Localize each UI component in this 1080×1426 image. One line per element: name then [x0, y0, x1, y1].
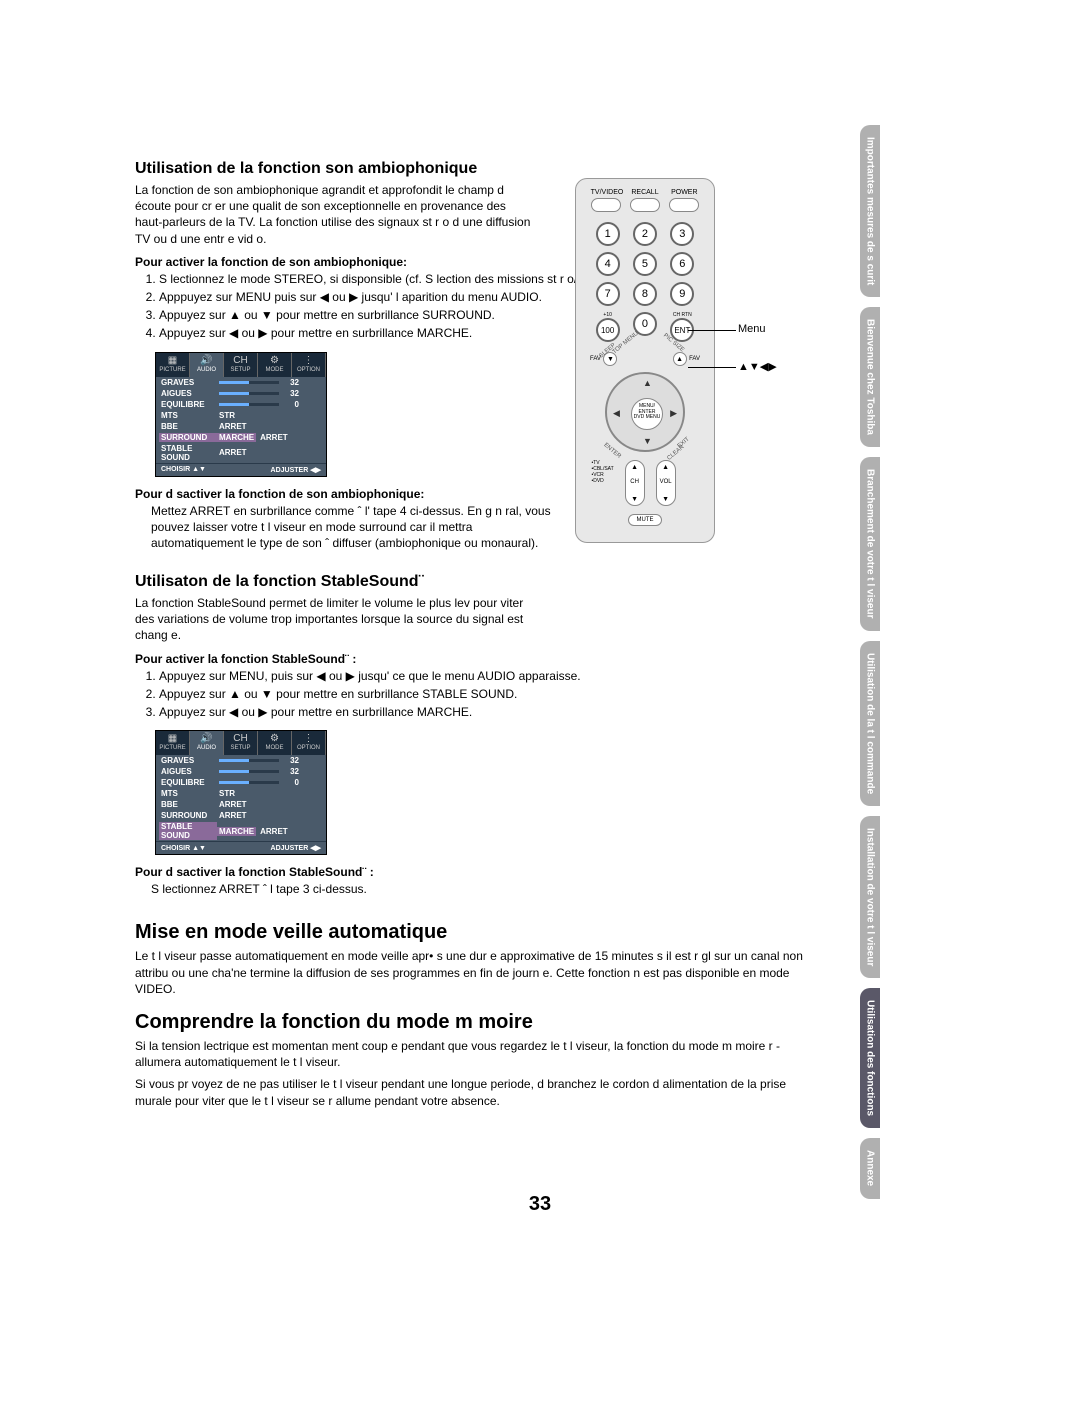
osd-row: EQUILIBRE0 — [156, 399, 326, 410]
num-4-button[interactable]: 4 — [596, 252, 620, 276]
list-item: Appuyez sur ▲ ou ▼ pour mettre en surbri… — [159, 307, 835, 323]
section4-title: Comprendre la fonction du mode m moire — [135, 1011, 835, 1034]
list-item: Appuyez sur ▲ ou ▼ pour mettre en surbri… — [159, 686, 835, 702]
section2-activate-heading: Pour activer la fonction StableSound¨ : — [135, 652, 835, 666]
remote-numpad: 123456789+101000CH RTNENT — [594, 222, 696, 342]
osd-row: STABLE SOUNDARRET — [156, 443, 326, 463]
osd-tab: ⋮OPTION — [292, 353, 326, 377]
osd-row-highlighted: SURROUNDMARCHEARRET — [156, 432, 326, 443]
dpad-ring[interactable]: ▲ ▼ ◀ ▶ MENU/ENTERDVD MENU — [605, 372, 685, 452]
osd-row: SURROUNDARRET — [156, 810, 326, 821]
recall-button[interactable] — [630, 198, 660, 212]
fav-up-button[interactable]: ▲ — [673, 352, 687, 366]
num-3-button[interactable]: 3 — [670, 222, 694, 246]
osd-tab: CHSETUP — [224, 353, 258, 377]
section3-title: Mise en mode veille automatique — [135, 921, 835, 944]
list-item: Appuyez sur ◀ ou ▶ pour mettre en surbri… — [159, 325, 835, 341]
tv-video-label: TV/VIDEO — [591, 189, 621, 212]
tv-video-button[interactable] — [591, 198, 621, 212]
section2-title: Utilisaton de la fonction StableSound¨ — [135, 573, 835, 591]
osd-row: AIGUES32 — [156, 766, 326, 777]
side-tab[interactable]: Annexe — [860, 1138, 880, 1198]
osd-tab: ⋮OPTION — [292, 731, 326, 755]
section2-deactivate-heading: Pour d sactiver la fonction StableSound¨… — [135, 865, 835, 879]
remote-top-row: TV/VIDEO RECALL POWER — [586, 189, 704, 212]
side-tab[interactable]: Utilisation de la t l commande — [860, 641, 880, 806]
osd-menu-1: ▦PICTURE🔊AUDIOCHSETUP⚙MODE⋮OPTIONGRAVES3… — [155, 352, 327, 477]
power-label: POWER — [669, 189, 699, 212]
num-2-button[interactable]: 2 — [633, 222, 657, 246]
osd-row: MTSSTR — [156, 788, 326, 799]
section2-activate-steps: Appuyez sur MENU, puis sur ◀ ou ▶ jusqu'… — [135, 668, 835, 721]
side-tab[interactable]: Utilisation des fonctions — [860, 988, 880, 1128]
num-100-button[interactable]: 100 — [596, 318, 620, 342]
dpad-down[interactable]: ▼ — [643, 436, 652, 446]
list-item: S lectionnez le mode STEREO, si disponsi… — [159, 271, 835, 287]
side-tabs: Importantes mesures de s curit Bienvenue … — [860, 125, 900, 1209]
osd-tab: CHSETUP — [224, 731, 258, 755]
side-tab[interactable]: Bienvenue chez Toshiba — [860, 307, 880, 447]
section1-deactivate-text: Mettez ARRET en surbrillance comme ˆ l' … — [151, 503, 551, 552]
osd-row: BBEARRET — [156, 421, 326, 432]
osd-row-highlighted: STABLE SOUNDMARCHEARRET — [156, 821, 326, 841]
osd-row: EQUILIBRE0 — [156, 777, 326, 788]
osd-footer: CHOISIR ▲▼ADJUSTER ◀▶ — [156, 463, 326, 476]
section2-deactivate-text: S lectionnez ARRET ˆ l tape 3 ci-dessus. — [151, 881, 835, 897]
osd-tab: ⚙MODE — [258, 353, 292, 377]
callout-menu: Menu — [738, 323, 766, 335]
section4-text2: Si vous pr voyez de ne pas utiliser le t… — [135, 1076, 825, 1108]
osd-tab: ▦PICTURE — [156, 353, 190, 377]
osd-row: AIGUES32 — [156, 388, 326, 399]
section1-deactivate-heading: Pour d sactiver la fonction de son ambio… — [135, 487, 835, 501]
osd-row: GRAVES32 — [156, 755, 326, 766]
osd-row: MTSSTR — [156, 410, 326, 421]
num-8-button[interactable]: 8 — [633, 282, 657, 306]
ch-rocker[interactable]: ▲CH▼ — [625, 460, 645, 506]
remote-dpad: ▲ ▼ ◀ ▶ MENU/ENTERDVD MENU — [605, 372, 685, 452]
osd-footer: CHOISIR ▲▼ADJUSTER ◀▶ — [156, 841, 326, 854]
list-item: Apppuyez sur MENU puis sur ◀ ou ▶ jusqu'… — [159, 289, 835, 305]
list-item: Appuyez sur MENU, puis sur ◀ ou ▶ jusqu'… — [159, 668, 835, 684]
osd-row: BBEARRET — [156, 799, 326, 810]
side-tab[interactable]: Branchement de votre t l viseur — [860, 457, 880, 631]
power-button[interactable] — [669, 198, 699, 212]
remote-control: TV/VIDEO RECALL POWER 123456789+101000CH… — [575, 178, 715, 543]
osd-tab: 🔊AUDIO — [190, 731, 224, 755]
dpad-center-button[interactable]: MENU/ENTERDVD MENU — [631, 398, 663, 430]
num-5-button[interactable]: 5 — [633, 252, 657, 276]
num-9-button[interactable]: 9 — [670, 282, 694, 306]
vol-rocker[interactable]: ▲VOL▼ — [656, 460, 676, 506]
section3-text: Le t l viseur passe automatiquement en m… — [135, 948, 825, 997]
osd-menu-2: ▦PICTURE🔊AUDIOCHSETUP⚙MODE⋮OPTIONGRAVES3… — [155, 730, 327, 855]
osd-tab: ⚙MODE — [258, 731, 292, 755]
side-tab[interactable]: Installation de votre t l viseur — [860, 816, 880, 978]
section1-activate-heading: Pour activer la fonction de son ambiopho… — [135, 255, 835, 269]
num-7-button[interactable]: 7 — [596, 282, 620, 306]
num-6-button[interactable]: 6 — [670, 252, 694, 276]
device-list: •TV•CBL/SAT •VCR•DVD — [591, 460, 613, 506]
osd-row: GRAVES32 — [156, 377, 326, 388]
section4-text1: Si la tension lectrique est momentan men… — [135, 1038, 825, 1070]
callout-arrows: ▲▼◀▶ — [738, 360, 777, 373]
dpad-up[interactable]: ▲ — [643, 378, 652, 388]
page-number: 33 — [0, 1193, 1080, 1216]
section1-intro: La fonction de son ambiophonique agrandi… — [135, 182, 535, 247]
section2-intro: La fonction StableSound permet de limite… — [135, 595, 535, 644]
dpad-left[interactable]: ◀ — [613, 408, 620, 419]
dpad-right[interactable]: ▶ — [670, 408, 677, 419]
osd-tab: 🔊AUDIO — [190, 353, 224, 377]
list-item: Appuyez sur ◀ ou ▶ pour mettre en surbri… — [159, 704, 835, 720]
side-tab[interactable]: Importantes mesures de s curit — [860, 125, 880, 297]
ch-vol-row: •TV•CBL/SAT •VCR•DVD ▲CH▼ ▲VOL▼ — [586, 460, 704, 506]
page-content: Utilisation de la fonction son ambiophon… — [135, 160, 835, 1115]
recall-label: RECALL — [630, 189, 660, 212]
section1-title: Utilisation de la fonction son ambiophon… — [135, 160, 835, 178]
mute-button[interactable]: MUTE — [628, 514, 662, 526]
osd-tab: ▦PICTURE — [156, 731, 190, 755]
fav-right-label: FAV — [689, 356, 700, 362]
num-1-button[interactable]: 1 — [596, 222, 620, 246]
